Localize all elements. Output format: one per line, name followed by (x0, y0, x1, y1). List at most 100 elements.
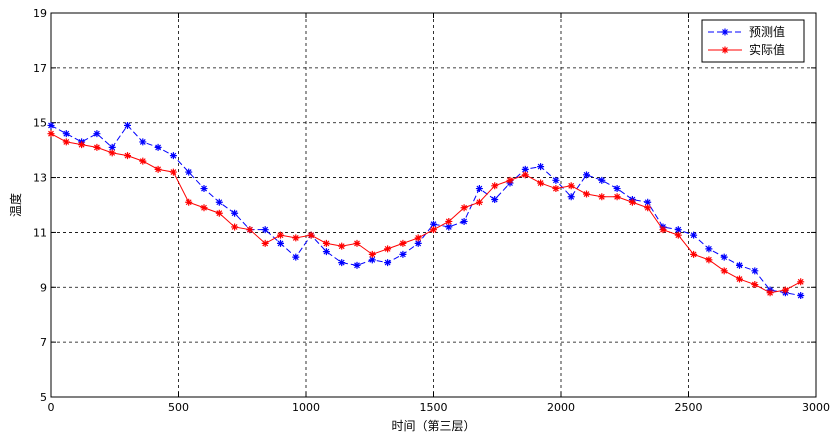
grid (51, 13, 816, 397)
data-point (277, 239, 284, 247)
y-tick-label: 15 (33, 117, 47, 130)
data-point (430, 220, 437, 228)
y-tick-label: 11 (33, 226, 47, 239)
data-point (384, 259, 392, 267)
data-point (460, 217, 468, 225)
data-point (108, 149, 116, 157)
y-tick-label: 13 (33, 172, 47, 185)
data-point (78, 141, 86, 149)
data-point (231, 209, 239, 217)
data-point (583, 171, 590, 179)
data-point (797, 292, 805, 300)
data-point (644, 204, 652, 212)
data-point (154, 165, 162, 173)
data-point (399, 239, 407, 247)
axes-box (50, 12, 817, 398)
data-point (751, 267, 759, 275)
series-line-2 (50, 133, 801, 294)
data-point (781, 286, 789, 294)
data-point (185, 198, 193, 206)
x-tick-label: 1000 (292, 401, 320, 414)
data-point (231, 223, 239, 231)
data-point (445, 223, 453, 231)
data-point (537, 179, 545, 187)
data-point (322, 248, 330, 256)
x-axis-label: 时间（第三层） (391, 419, 475, 433)
data-point (797, 278, 805, 286)
y-tick-label: 9 (40, 281, 47, 294)
data-point (491, 196, 499, 204)
data-point (322, 239, 330, 247)
x-tick-label: 2500 (675, 401, 703, 414)
data-point (169, 168, 177, 176)
data-point (751, 281, 759, 289)
data-point (215, 209, 223, 217)
y-tick-label: 7 (40, 336, 47, 349)
data-point (200, 204, 208, 212)
data-point (736, 275, 743, 283)
data-point (169, 152, 177, 160)
data-point (62, 130, 70, 138)
data-point (537, 163, 545, 171)
data-point (200, 185, 208, 193)
data-point (368, 250, 376, 258)
data-point (139, 138, 147, 146)
legend-box (701, 19, 805, 63)
x-tick-label: 3000 (802, 401, 830, 414)
data-point (705, 256, 713, 264)
data-point (399, 250, 407, 258)
y-tick-label: 5 (40, 391, 47, 404)
data-point (124, 121, 131, 129)
data-point (292, 253, 300, 261)
data-point (475, 185, 483, 193)
ticks: 0 500 1000 1500 2000 2500 3000 5 7 9 11 13 15 17 19 (33, 7, 830, 414)
data-point (690, 231, 698, 239)
data-point (368, 256, 376, 264)
legend-label: 实际值 (749, 42, 785, 57)
data-point (552, 176, 560, 184)
data-point (139, 157, 147, 165)
data-point (414, 234, 422, 242)
data-point (414, 239, 422, 247)
data-point (705, 245, 713, 253)
data-point (154, 143, 162, 151)
data-point (353, 239, 361, 247)
data-point (598, 193, 606, 201)
data-point (644, 198, 652, 206)
data-point (246, 226, 254, 234)
data-point (124, 152, 131, 160)
data-point (674, 226, 682, 234)
data-point (598, 176, 606, 184)
data-point (384, 245, 392, 253)
x-tick-label: 2000 (547, 401, 575, 414)
data-point (261, 239, 269, 247)
x-tick-label: 1500 (420, 401, 448, 414)
y-axis-label: 温度 (8, 193, 23, 217)
data-point (659, 226, 667, 234)
data-point (583, 190, 590, 198)
data-point (521, 165, 529, 173)
data-point (567, 193, 575, 201)
x-tick-label: 0 (48, 401, 55, 414)
data-point (690, 250, 698, 258)
data-point (108, 143, 116, 151)
data-point (736, 261, 743, 269)
data-point (338, 259, 346, 267)
legend-label: 预测值 (749, 24, 785, 39)
data-point (567, 182, 575, 190)
data-point (628, 198, 636, 206)
data-point (47, 130, 55, 138)
data-point (277, 231, 284, 239)
data-point (720, 267, 728, 275)
data-point (460, 204, 468, 212)
data-point (185, 168, 193, 176)
data-point (521, 171, 529, 179)
data-point (292, 234, 300, 242)
y-tick-label: 17 (33, 62, 47, 75)
series-2 (47, 130, 805, 297)
data-point (93, 143, 101, 151)
data-point (766, 289, 774, 297)
legend-marker (721, 28, 729, 36)
